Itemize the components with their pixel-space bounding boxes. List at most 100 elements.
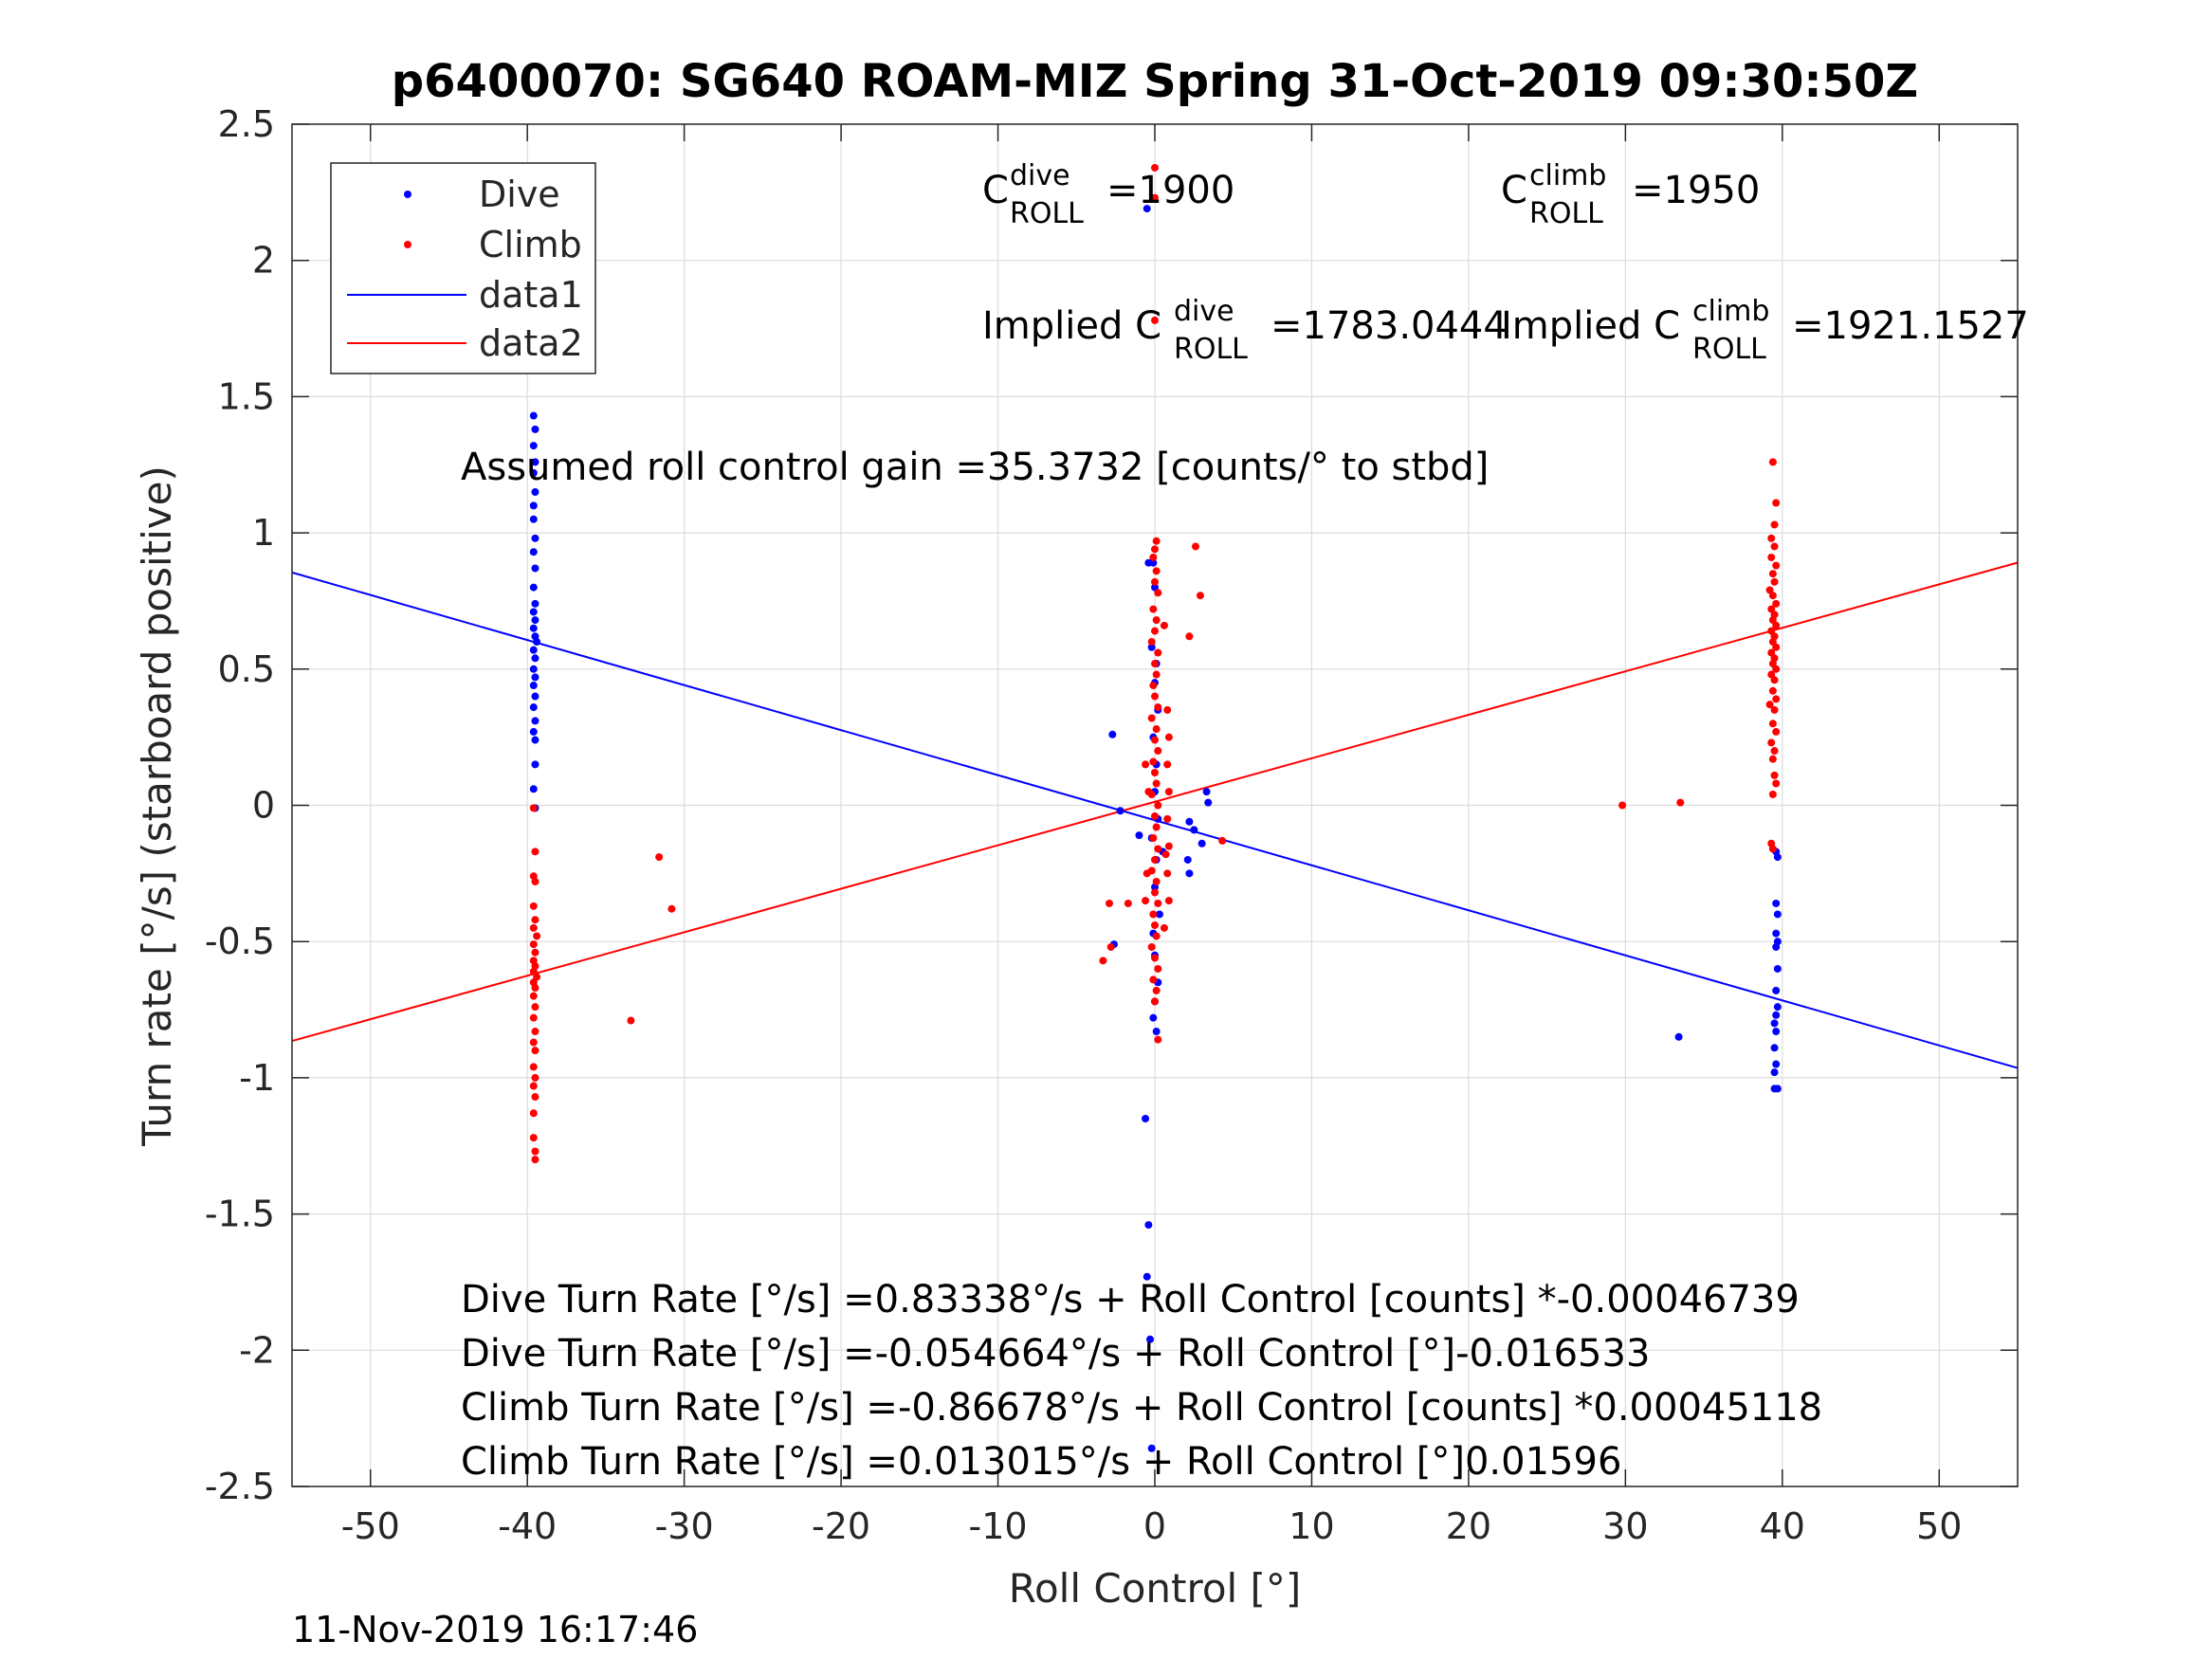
dive-point bbox=[533, 638, 541, 647]
climb-point bbox=[529, 1013, 538, 1022]
dive-point bbox=[529, 682, 538, 690]
y-tick-label: 1 bbox=[252, 512, 275, 554]
x-tick-label: -30 bbox=[655, 1505, 714, 1547]
implied-dive-annotation: Implied C dive ROLL =1783.0444 bbox=[982, 295, 1508, 366]
legend-data2-label: data2 bbox=[479, 322, 583, 364]
climb-point bbox=[1151, 811, 1159, 820]
dive-point bbox=[531, 534, 539, 542]
climb-point bbox=[1768, 845, 1777, 853]
x-tick-label: -20 bbox=[812, 1505, 870, 1547]
climb-point bbox=[1152, 537, 1161, 545]
climb-point bbox=[1154, 964, 1162, 973]
y-tick-label: -1 bbox=[239, 1057, 275, 1099]
legend-data1-label: data1 bbox=[479, 274, 583, 316]
climb-point bbox=[1768, 755, 1777, 763]
climb-point bbox=[529, 923, 538, 932]
y-tick-label: -1.5 bbox=[205, 1194, 275, 1235]
y-tick-labels: -2.5 -2 -1.5 -1 -0.5 0 0.5 1 1.5 2 2.5 bbox=[205, 103, 275, 1507]
climb-point bbox=[1143, 869, 1151, 878]
dive-point bbox=[529, 583, 538, 592]
climb-point bbox=[1768, 570, 1777, 578]
dive-point bbox=[1773, 1085, 1782, 1093]
climb-point bbox=[531, 848, 539, 856]
dive-point bbox=[1143, 1272, 1151, 1281]
climb-point bbox=[1185, 632, 1194, 641]
dive-point bbox=[529, 411, 538, 420]
dive-point bbox=[1773, 910, 1782, 919]
dive-point bbox=[529, 501, 538, 510]
climb-point bbox=[1152, 670, 1161, 679]
chart-title: p6400070: SG640 ROAM-MIZ Spring 31-Oct-2… bbox=[392, 55, 1918, 108]
climb-point bbox=[1149, 757, 1158, 766]
climb-point bbox=[1772, 727, 1781, 736]
x-tick-label: 10 bbox=[1289, 1505, 1334, 1547]
dive-point bbox=[1108, 730, 1117, 738]
dive-point bbox=[529, 608, 538, 616]
climb-point bbox=[1144, 788, 1153, 796]
climb-point bbox=[1151, 193, 1159, 202]
legend-dive-marker bbox=[404, 191, 411, 198]
climb-point bbox=[1772, 695, 1781, 703]
climb-point bbox=[531, 984, 539, 993]
climb-point bbox=[1768, 686, 1777, 695]
dive-point bbox=[1185, 869, 1194, 878]
dive-point bbox=[531, 564, 539, 573]
dive-point bbox=[1772, 1060, 1781, 1068]
climb-point bbox=[1151, 769, 1159, 777]
implied-climb-sub: ROLL bbox=[1692, 333, 1766, 366]
fit-line-data2 bbox=[291, 561, 2019, 1043]
dive-point bbox=[1149, 558, 1158, 567]
dive-point bbox=[1770, 1044, 1779, 1052]
x-tick-labels: -50 -40 -30 -20 -10 0 10 20 30 40 50 bbox=[341, 1505, 1963, 1547]
climb-point bbox=[1152, 616, 1161, 625]
climb-point bbox=[531, 1003, 539, 1012]
climb-point bbox=[1152, 779, 1161, 788]
climb-point bbox=[1164, 788, 1173, 796]
x-tick-label: -10 bbox=[969, 1505, 1028, 1547]
c-roll-climb-sup: climb bbox=[1529, 159, 1606, 192]
climb-point bbox=[1151, 577, 1159, 586]
climb-point bbox=[1154, 1035, 1162, 1044]
climb-point bbox=[1149, 833, 1158, 842]
climb-point bbox=[1154, 589, 1162, 597]
climb-point bbox=[1768, 791, 1777, 799]
y-tick-label: 0.5 bbox=[218, 648, 275, 690]
climb-point bbox=[1151, 660, 1159, 668]
climb-point bbox=[1765, 701, 1774, 709]
climb-point bbox=[1163, 814, 1172, 823]
climb-point bbox=[1163, 869, 1172, 878]
legend-climb-marker bbox=[404, 241, 411, 248]
implied-dive-sub: ROLL bbox=[1174, 333, 1248, 366]
dive-point bbox=[1197, 839, 1206, 848]
implied-dive-value: =1783.0444 bbox=[1271, 304, 1508, 348]
climb-point bbox=[1163, 705, 1172, 714]
dive-point bbox=[1147, 643, 1156, 651]
dive-point bbox=[1772, 986, 1781, 994]
climb-point bbox=[1163, 760, 1172, 769]
dive-point bbox=[1183, 855, 1192, 864]
dive-point bbox=[531, 654, 539, 663]
dive-point bbox=[531, 599, 539, 608]
dive-point bbox=[1143, 205, 1151, 213]
c-roll-dive-sup: dive bbox=[1010, 159, 1070, 192]
c-roll-dive-base: C bbox=[982, 169, 1009, 212]
climb-point bbox=[1147, 942, 1156, 951]
x-tick-label: 50 bbox=[1916, 1505, 1962, 1547]
climb-point bbox=[531, 916, 539, 924]
dive-point bbox=[529, 468, 538, 477]
y-axis-label: Turn rate [°/s] (starboard positive) bbox=[134, 465, 180, 1147]
climb-point bbox=[1149, 910, 1158, 919]
climb-point bbox=[1164, 733, 1173, 741]
climb-point bbox=[531, 1047, 539, 1055]
climb-point bbox=[531, 1028, 539, 1036]
x-axis-label: Roll Control [°] bbox=[1009, 1565, 1302, 1612]
climb-point bbox=[1154, 899, 1162, 907]
climb-point bbox=[1768, 592, 1777, 600]
climb-point bbox=[1152, 932, 1161, 940]
implied-dive-sup: dive bbox=[1174, 295, 1234, 328]
climb-point bbox=[1106, 899, 1114, 907]
climb-point bbox=[1767, 534, 1776, 542]
climb-point bbox=[1772, 621, 1781, 629]
dive-point bbox=[1190, 826, 1198, 834]
climb-point bbox=[1772, 499, 1781, 507]
